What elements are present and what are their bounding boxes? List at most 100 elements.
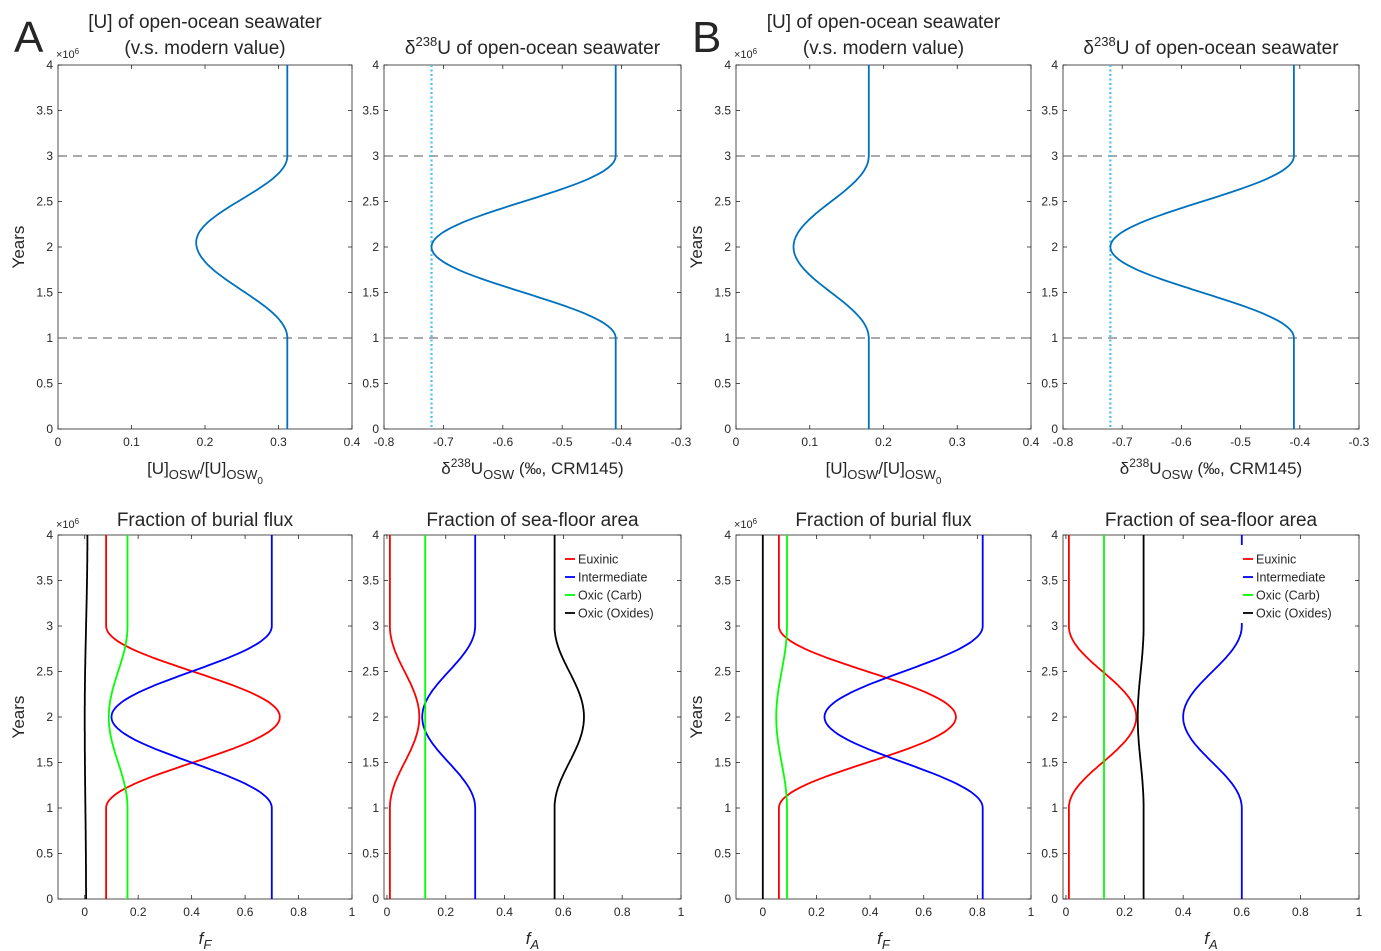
y-tick-label: 0	[46, 892, 53, 906]
y-tick-label: 1.5	[36, 756, 53, 770]
y-tick-label: 1.5	[1041, 756, 1058, 770]
y-tick-label: 2	[724, 240, 731, 254]
y-tick-label: 2	[1051, 240, 1058, 254]
panel-title-line2: (v.s. modern value)	[124, 38, 285, 59]
axes-box	[1062, 64, 1360, 430]
x-tick-label: 0.8	[614, 905, 631, 919]
panel-title: Fraction of sea-floor area	[1105, 510, 1318, 531]
y-tick-label: 1	[1051, 331, 1058, 345]
y-tick-label: 1.5	[362, 286, 379, 300]
y-tick-label: 2.5	[1041, 665, 1058, 679]
x-tick-label: 0	[55, 435, 62, 449]
panel-letter-a: A	[14, 13, 44, 62]
y-multiplier: ×106	[56, 47, 80, 61]
panel-title-line1: [U] of open-ocean seawater	[88, 12, 322, 33]
legend-entry: Intermediate	[578, 571, 648, 585]
y-tick-label: 2.5	[714, 665, 731, 679]
x-tick-label: -0.4	[1289, 435, 1310, 449]
y-tick-label: 4	[1051, 528, 1058, 542]
series-line-oxic-oxides	[1136, 535, 1145, 899]
x-tick-label: 0.2	[875, 435, 892, 449]
y-axis-label: Years	[687, 226, 706, 269]
y-tick-label: 2	[46, 240, 53, 254]
y-tick-label: 0.5	[714, 377, 731, 391]
series-line	[1109, 65, 1295, 429]
legend-box	[1239, 545, 1353, 623]
x-tick-label: 0	[81, 905, 88, 919]
x-axis-label: δ238UOSW (‰, CRM145)	[1120, 456, 1302, 482]
x-tick-label: 0.3	[270, 435, 287, 449]
series-line	[792, 65, 870, 429]
x-axis-label: δ238UOSW (‰, CRM145)	[441, 456, 623, 482]
series-line-euxinic	[105, 535, 281, 899]
y-tick-label: 3.5	[36, 574, 53, 588]
y-tick-label: 2	[372, 240, 379, 254]
x-tick-label: 0.4	[183, 905, 200, 919]
y-tick-label: 4	[46, 528, 53, 542]
x-tick-label: 0.2	[808, 905, 825, 919]
legend-entry: Euxinic	[578, 553, 618, 567]
x-tick-label: 0	[384, 905, 391, 919]
y-tick-label: 2.5	[36, 195, 53, 209]
x-tick-label: 0.4	[344, 435, 361, 449]
axes-box	[57, 64, 353, 430]
y-tick-label: 4	[1051, 58, 1058, 72]
x-axis-label: fF	[199, 929, 213, 951]
y-tick-label: 3	[724, 149, 731, 163]
y-tick-label: 0.5	[362, 847, 379, 861]
series-line-oxic-carb	[107, 535, 129, 899]
x-tick-label: 0.2	[1116, 905, 1133, 919]
x-tick-label: -0.4	[611, 435, 632, 449]
y-tick-label: 2	[372, 710, 379, 724]
y-tick-label: 3.5	[714, 574, 731, 588]
series-line-intermediate	[823, 535, 984, 899]
panel-title: δ238U of open-ocean seawater	[405, 34, 661, 59]
y-tick-label: 2.5	[714, 195, 731, 209]
subplot-2: 0 0.5 1 1.5 2 2.5 3 3.5 4 -0.8 -0.7 -0.6 -0.5 -0.4 -0.…	[362, 34, 691, 482]
axes-box	[735, 64, 1032, 430]
x-tick-label: 0.8	[1292, 905, 1309, 919]
series-line-oxic-carb	[775, 535, 788, 899]
x-tick-label: 0.2	[437, 905, 454, 919]
x-tick-label: 0.4	[862, 905, 879, 919]
legend-entry: Intermediate	[1256, 571, 1326, 585]
y-tick-label: 1	[372, 331, 379, 345]
y-tick-label: 3	[46, 149, 53, 163]
y-tick-label: 2	[46, 710, 53, 724]
panel-title: Fraction of sea-floor area	[426, 510, 639, 531]
x-tick-label: 0.3	[949, 435, 966, 449]
x-tick-label: 0.1	[123, 435, 140, 449]
subplot-7: 0 0.5 1 1.5 2 2.5 3 3.5 4 0 0.2 0.4 0.6 0.8 1 ×106 Years…	[687, 510, 1035, 951]
y-tick-label: 0.5	[1041, 847, 1058, 861]
y-tick-label: 4	[372, 528, 379, 542]
x-tick-label: 0.6	[1233, 905, 1250, 919]
panel-letter-b: B	[692, 13, 721, 62]
legend-entry: Oxic (Carb)	[1256, 589, 1320, 603]
y-tick-label: 0	[372, 422, 379, 436]
x-tick-label: 0.6	[915, 905, 932, 919]
x-tick-label: 0	[1063, 905, 1070, 919]
y-tick-label: 3	[724, 619, 731, 633]
y-tick-label: 3.5	[1041, 104, 1058, 118]
x-axis-label: fA	[526, 929, 539, 951]
y-tick-label: 3.5	[362, 574, 379, 588]
x-tick-label: 0	[759, 905, 766, 919]
y-tick-label: 1	[724, 801, 731, 815]
y-tick-label: 3.5	[714, 104, 731, 118]
y-tick-label: 0.5	[362, 377, 379, 391]
y-tick-label: 3.5	[362, 104, 379, 118]
subplot-5: 0 0.5 1 1.5 2 2.5 3 3.5 4 0 0.1 0.2 0.3 0.4 ×106 Years […	[687, 12, 1040, 487]
x-tick-label: -0.8	[1053, 435, 1074, 449]
x-axis-label: [U]OSW/[U]OSW0	[147, 459, 263, 487]
x-axis-label: [U]OSW/[U]OSW0	[826, 459, 942, 487]
y-tick-label: 3	[372, 619, 379, 633]
y-tick-label: 1	[724, 331, 731, 345]
y-tick-label: 3	[46, 619, 53, 633]
y-tick-label: 3.5	[1041, 574, 1058, 588]
x-axis-label: fF	[877, 929, 891, 951]
y-tick-label: 1	[46, 801, 53, 815]
y-axis-label: Years	[9, 226, 28, 269]
x-tick-label: 0.8	[290, 905, 307, 919]
series-line	[195, 65, 289, 429]
